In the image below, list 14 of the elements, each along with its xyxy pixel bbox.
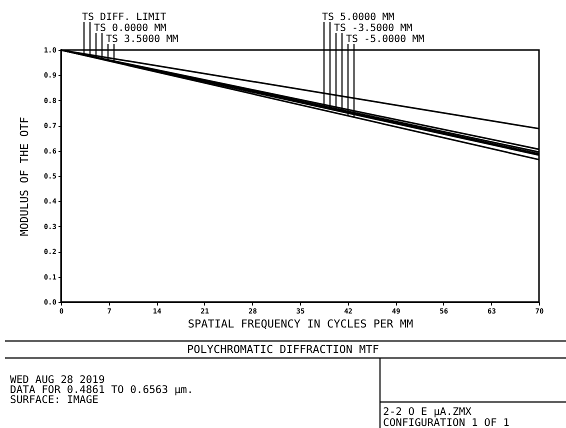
text: TS 5.0000 MM	[322, 12, 394, 23]
x-axis-title: SPATIAL FREQUENCY IN CYCLES PER MM	[188, 318, 414, 330]
text: TS DIFF. LIMIT	[82, 12, 166, 23]
text: 2-2 O E µA.ZMX	[383, 406, 472, 418]
text: SURFACE: IMAGE	[10, 394, 99, 406]
text: CONFIGURATION 1 OF 1	[383, 417, 510, 428]
text: TS -3.5000 MM	[334, 23, 412, 34]
text: WED AUG 28 2019	[10, 374, 105, 386]
text: DATA FOR 0.4861 TO 0.6563 µm.	[10, 384, 194, 396]
text: TS 0.0000 MM	[94, 23, 166, 34]
text: TS -5.0000 MM	[346, 34, 424, 45]
series-label: TS 3.5000 MM	[106, 34, 178, 45]
y-axis-title: MODULUS OF THE OTF	[18, 116, 31, 236]
text: POLYCHROMATIC DIFFRACTION MTF	[186, 343, 380, 356]
